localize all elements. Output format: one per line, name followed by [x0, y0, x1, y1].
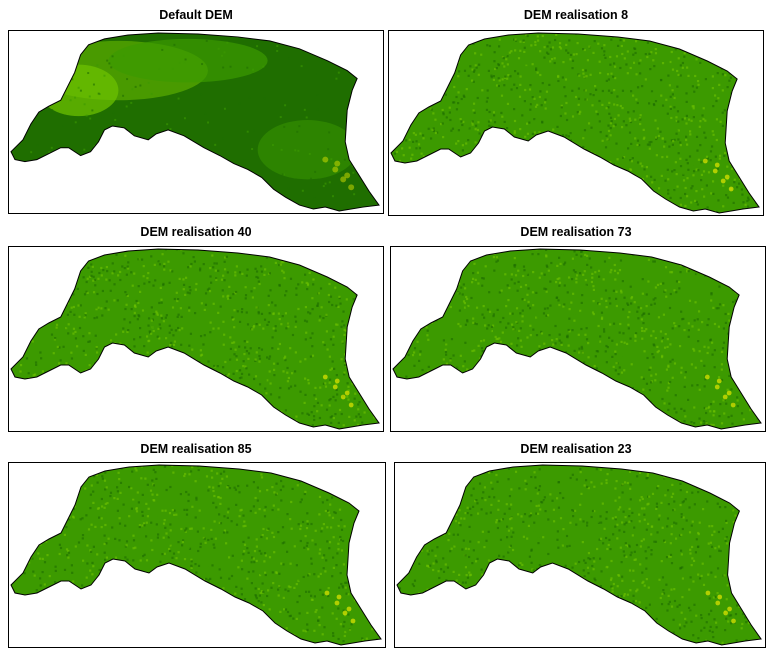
raster-texture	[10, 249, 380, 429]
panel-title: DEM realisation 23	[520, 442, 632, 456]
map-area	[10, 248, 380, 430]
map-area	[10, 464, 382, 646]
map-area	[10, 32, 380, 212]
map-area	[396, 464, 762, 646]
map-panel-realisation-8	[388, 30, 764, 216]
map-panel-realisation-23	[394, 462, 766, 648]
map-area	[392, 248, 762, 430]
raster-texture	[11, 465, 381, 645]
panel-title: DEM realisation 85	[140, 442, 252, 456]
panel-title: DEM realisation 8	[523, 8, 629, 22]
raster-texture	[392, 249, 762, 429]
map-panel-realisation-40	[8, 246, 384, 432]
panel-title: Default DEM	[159, 8, 233, 22]
region-outline	[10, 464, 382, 646]
map-panel-realisation-85	[8, 462, 386, 648]
panel-title: DEM realisation 73	[520, 225, 632, 239]
raster-texture	[396, 465, 762, 645]
map-panel-realisation-73	[390, 246, 766, 432]
region-outline	[396, 464, 762, 646]
region-outline	[390, 32, 760, 214]
region-outline	[392, 248, 762, 430]
raster-texture	[10, 32, 380, 212]
region-outline	[10, 248, 380, 430]
map-area	[390, 32, 760, 214]
panel-title: DEM realisation 40	[140, 225, 252, 239]
region-outline	[10, 32, 380, 212]
map-panel-default-dem	[8, 30, 384, 214]
raster-texture	[390, 33, 760, 213]
